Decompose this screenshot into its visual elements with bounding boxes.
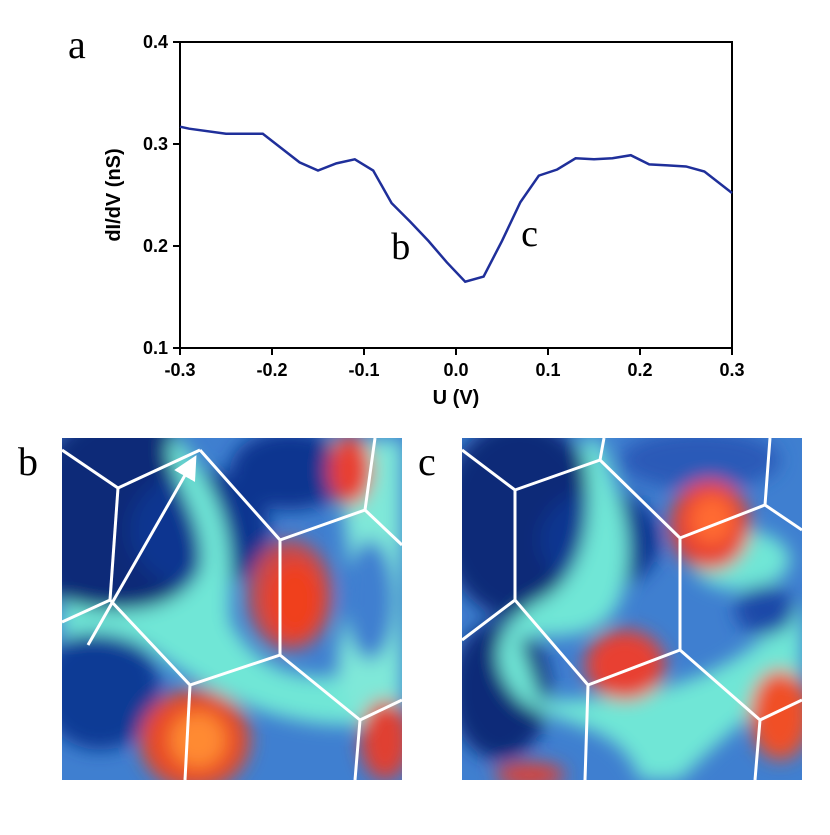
x-tick-label: 0.0 <box>443 360 468 380</box>
panel-label: c <box>418 439 436 484</box>
annotation: c <box>521 213 538 255</box>
x-tick-label: 0.2 <box>627 360 652 380</box>
y-tick-label: 0.1 <box>143 338 168 358</box>
y-tick-label: 0.2 <box>143 236 168 256</box>
data-line <box>179 125 733 284</box>
x-tick-label: 0.1 <box>535 360 560 380</box>
x-tick-label: -0.1 <box>348 360 379 380</box>
y-tick-label: 0.3 <box>143 134 168 154</box>
y-axis-label: dI/dV (nS) <box>103 148 125 241</box>
stm-image <box>62 438 402 780</box>
y-tick-label: 0.4 <box>143 32 168 52</box>
annotation: b <box>391 226 410 268</box>
x-axis-label: U (V) <box>433 387 480 409</box>
x-tick-label: -0.3 <box>164 360 195 380</box>
line-chart: -0.3 -0.2 -0.1 0.0 0.1 0.2 0.3 0.1 0.2 0.3 0.4 U (V… <box>103 32 745 409</box>
x-tick-label: -0.2 <box>256 360 287 380</box>
panel-label: a <box>68 22 86 67</box>
x-tick-label: 0.3 <box>719 360 744 380</box>
stm-image <box>462 438 802 780</box>
plot-frame <box>179 41 733 349</box>
panel-label: b <box>18 439 38 484</box>
